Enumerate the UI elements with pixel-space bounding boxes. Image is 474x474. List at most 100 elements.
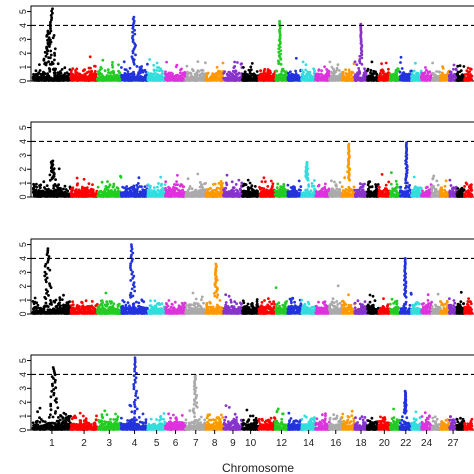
snp-point <box>87 66 91 70</box>
snp-point <box>399 61 402 64</box>
snp-point <box>249 186 253 190</box>
snp-point <box>380 75 384 78</box>
snp-point <box>301 60 305 64</box>
snp-point <box>103 69 107 73</box>
snp-peak-point <box>134 53 137 57</box>
snp-point <box>66 75 69 79</box>
snp-point <box>161 69 164 73</box>
snp-point <box>288 74 291 77</box>
snp-point <box>218 187 222 190</box>
snp-point <box>143 68 147 72</box>
snp-point <box>111 61 114 64</box>
snp-point <box>247 75 251 78</box>
snp-point <box>189 74 193 78</box>
snp-point <box>271 78 274 81</box>
snp-point <box>155 61 159 65</box>
snp-point <box>394 68 398 72</box>
snp-point <box>118 75 121 78</box>
snp-point <box>190 187 194 191</box>
snp-point <box>123 73 127 76</box>
snp-point <box>63 184 67 188</box>
snp-point <box>335 75 338 78</box>
snp-point <box>134 76 138 80</box>
snp-point <box>432 73 436 77</box>
snp-point <box>154 74 158 78</box>
snp-point <box>176 173 179 177</box>
snp-point <box>243 76 247 80</box>
snp-point <box>425 68 428 72</box>
snp-point <box>80 75 84 78</box>
snp-point <box>313 70 316 73</box>
snp-point <box>449 70 453 74</box>
snp-point <box>75 78 79 82</box>
snp-point <box>294 72 298 75</box>
snp-point <box>247 78 251 82</box>
snp-point <box>116 192 120 195</box>
snp-point <box>138 68 142 72</box>
snp-point <box>243 70 247 74</box>
snp-point <box>110 63 114 67</box>
snp-point <box>115 76 119 80</box>
snp-point <box>101 58 105 62</box>
snp-point <box>110 78 114 82</box>
y-tick-label: 1 <box>18 181 28 186</box>
snp-point <box>136 182 140 185</box>
snp-point <box>244 78 248 82</box>
snp-point <box>314 74 318 78</box>
snp-point <box>119 174 122 178</box>
snp-point <box>131 75 135 79</box>
snp-point <box>250 73 254 77</box>
snp-point <box>462 65 466 68</box>
snp-point <box>401 78 405 82</box>
snp-point <box>123 190 127 194</box>
snp-point <box>176 183 180 187</box>
snp-point <box>146 62 149 66</box>
snp-point <box>46 72 49 76</box>
snp-peak-point <box>277 59 280 63</box>
snp-point <box>167 194 170 198</box>
snp-point <box>193 194 197 198</box>
snp-point <box>233 60 237 64</box>
snp-point <box>146 78 150 82</box>
snp-point <box>254 78 257 82</box>
snp-point <box>344 68 347 72</box>
snp-point <box>186 177 190 181</box>
snp-point <box>390 78 394 82</box>
snp-point <box>451 76 454 80</box>
snp-point <box>228 71 232 74</box>
snp-point <box>219 75 223 79</box>
snp-point <box>157 182 160 185</box>
snp-point <box>97 70 100 73</box>
snp-peak-point <box>42 57 46 61</box>
snp-point <box>217 69 220 73</box>
snp-point <box>104 194 108 198</box>
snp-point <box>131 78 134 82</box>
snp-point <box>231 69 235 73</box>
snp-point <box>72 194 76 198</box>
snp-point <box>82 177 86 181</box>
snp-point <box>69 192 73 196</box>
snp-peak-point <box>43 50 47 54</box>
snp-point <box>174 192 178 195</box>
snp-point <box>217 192 221 196</box>
snp-point <box>45 191 49 195</box>
snp-point <box>191 194 194 198</box>
snp-point <box>246 178 250 182</box>
snp-point <box>154 72 157 75</box>
snp-point <box>469 67 473 71</box>
snp-peak-point <box>278 19 281 23</box>
snp-point <box>31 76 35 80</box>
snp-point <box>52 186 55 190</box>
snp-point <box>43 78 46 82</box>
snp-point <box>54 74 58 77</box>
snp-point <box>53 190 57 194</box>
snp-peak-point <box>50 62 54 66</box>
snp-point <box>458 70 462 74</box>
snp-point <box>65 71 69 75</box>
snp-point <box>258 185 261 189</box>
snp-point <box>317 68 321 71</box>
snp-point <box>140 76 143 79</box>
snp-point <box>424 66 427 69</box>
snp-point <box>152 69 156 72</box>
snp-point <box>166 78 170 82</box>
